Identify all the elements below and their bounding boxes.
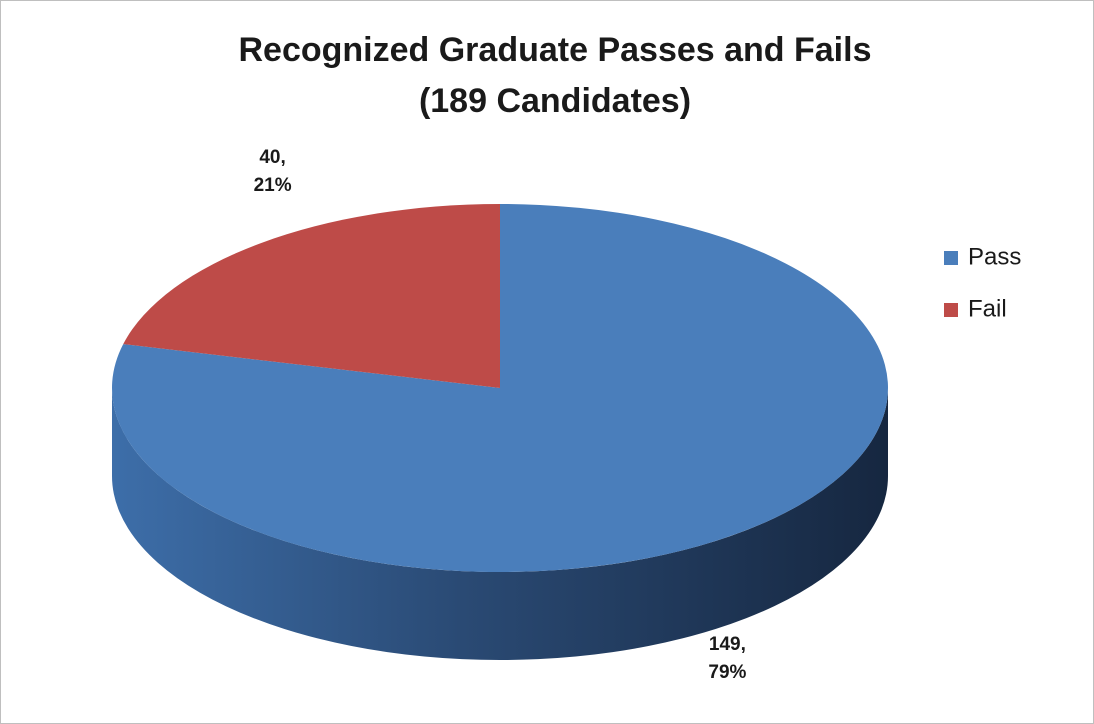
data-label: 79% — [708, 662, 746, 683]
pie-slice — [112, 204, 889, 572]
data-label: 40, — [259, 147, 285, 168]
legend-swatch — [944, 303, 958, 317]
legend-label: Fail — [968, 295, 1007, 322]
pie-slice — [123, 204, 501, 388]
chart-subtitle: (189 Candidates) — [419, 82, 691, 120]
data-label: 21% — [254, 175, 292, 196]
legend-swatch — [944, 251, 958, 265]
pie-side — [112, 388, 888, 660]
data-label: 149, — [709, 634, 746, 655]
legend-label: Pass — [968, 243, 1021, 270]
chart-title: Recognized Graduate Passes and Fails — [238, 31, 871, 69]
